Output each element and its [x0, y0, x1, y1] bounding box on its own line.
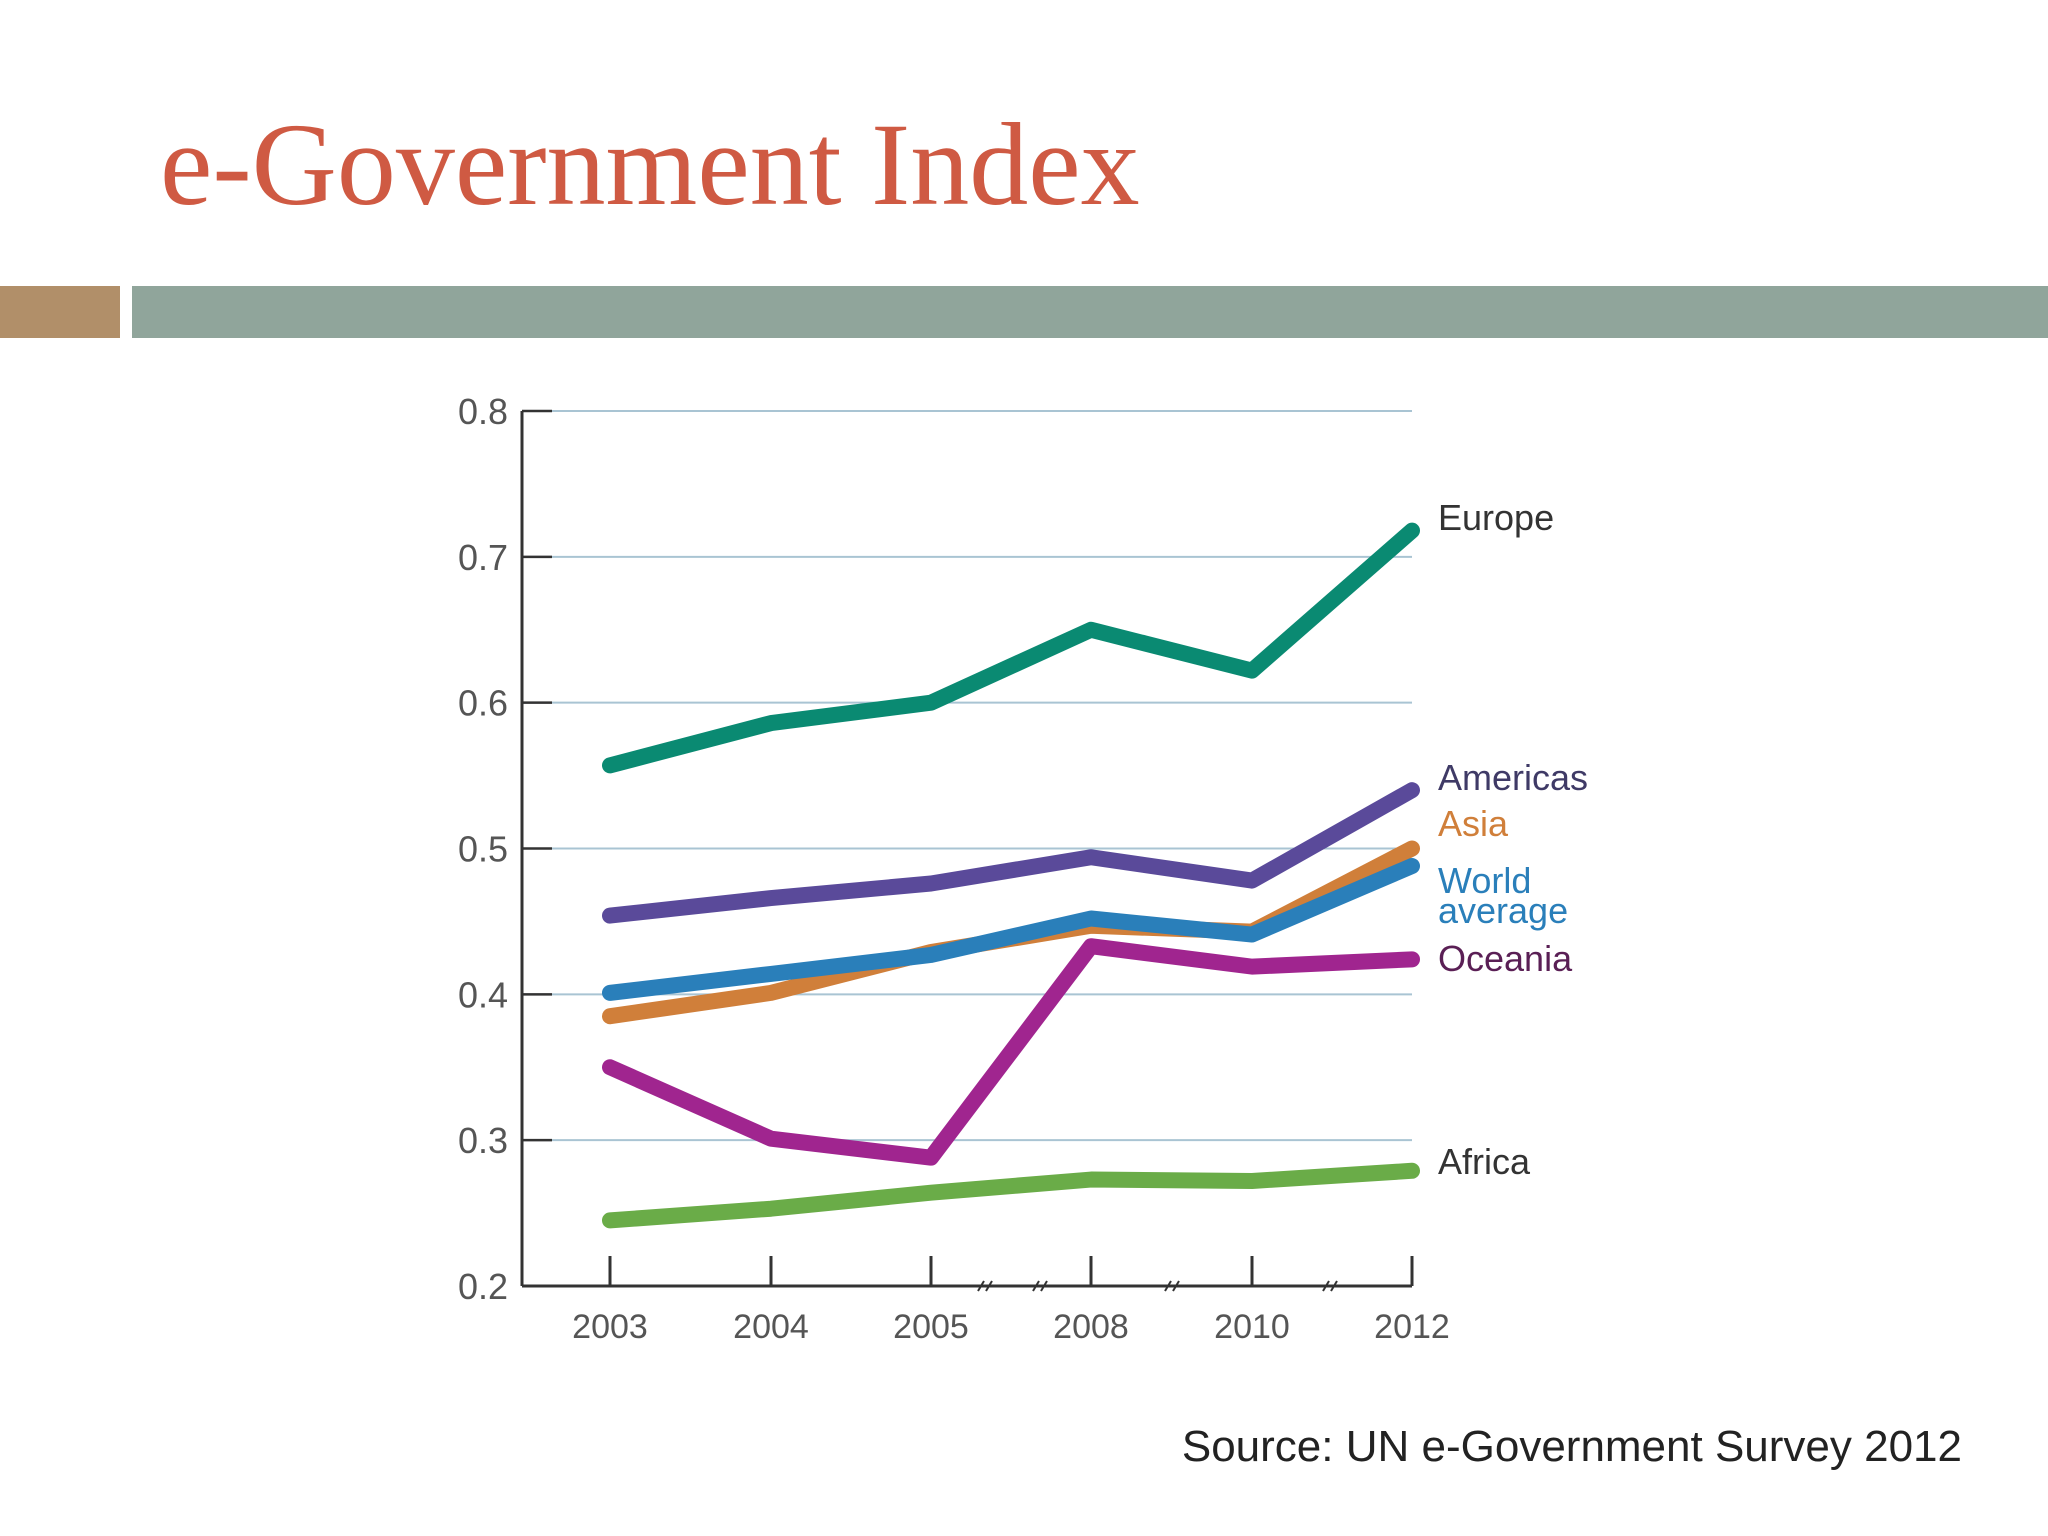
series-label: Europe — [1438, 497, 1554, 538]
y-axis-labels: 0.8 0.7 0.6 0.5 0.4 0.3 0.2 — [458, 391, 508, 1307]
series-label-line: World — [1438, 860, 1531, 901]
series-label: Oceania — [1438, 938, 1573, 979]
series-line-europe — [602, 522, 1420, 774]
series-line-americas — [602, 782, 1420, 924]
x-axis-labels: 2003 2004 2005 2008 2010 2012 — [572, 1308, 1450, 1346]
series-labels: Europe Americas Asia World average Oceania Afr… — [1438, 497, 1588, 1182]
axis-break-marks — [977, 1280, 1338, 1292]
y-tick-label: 0.6 — [458, 683, 508, 724]
axis-break-mark — [1032, 1280, 1048, 1292]
series-label: Asia — [1438, 803, 1509, 844]
series-label: Americas — [1438, 757, 1588, 798]
axis-break-mark — [977, 1280, 993, 1292]
x-tick-label: 2012 — [1374, 1308, 1450, 1346]
x-tick-label: 2004 — [733, 1308, 809, 1346]
y-tick-label: 0.4 — [458, 974, 508, 1015]
title-bar-accent — [0, 286, 120, 338]
title-bar — [132, 286, 2048, 338]
axes — [520, 409, 1414, 1288]
y-tick-label: 0.5 — [458, 829, 508, 870]
series-line-oceania — [602, 938, 1420, 1166]
series-label: Africa — [1438, 1141, 1531, 1182]
y-tick-label: 0.7 — [458, 537, 508, 578]
y-tick-label: 0.2 — [458, 1266, 508, 1307]
series-line-world-average — [602, 858, 1420, 1001]
series-label: World average — [1438, 860, 1568, 931]
source-note: Source: UN e-Government Survey 2012 — [1181, 1422, 1962, 1471]
axis-break-mark — [1164, 1280, 1180, 1292]
y-tick-label: 0.3 — [458, 1120, 508, 1161]
series-line-africa — [602, 1162, 1420, 1229]
series-lines — [602, 522, 1420, 1229]
gridlines — [522, 410, 1412, 1142]
x-tick-label: 2010 — [1214, 1308, 1290, 1346]
y-tick-label: 0.8 — [458, 391, 508, 432]
axis-break-mark — [1322, 1280, 1338, 1292]
x-tick-label: 2008 — [1053, 1308, 1129, 1346]
series-label-line: average — [1438, 890, 1568, 931]
x-tick-label: 2005 — [893, 1308, 969, 1346]
x-tick-label: 2003 — [572, 1308, 648, 1346]
slide-title: e-Government Index — [160, 99, 1140, 230]
